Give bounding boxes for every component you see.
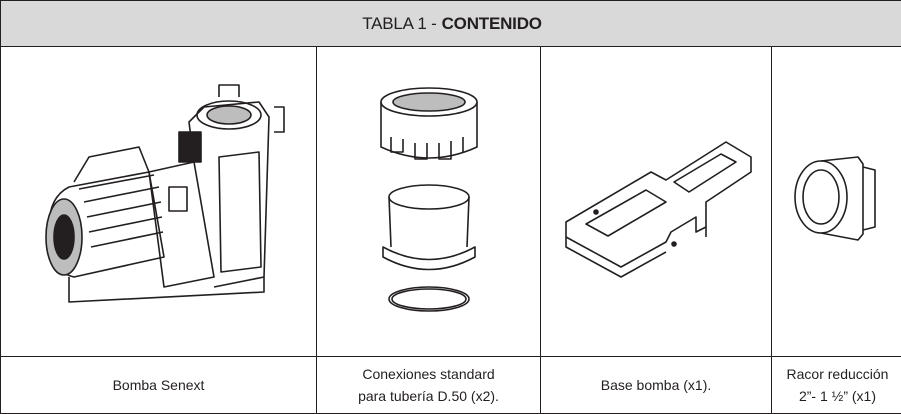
item-label: 2”- 1 ½” (x1) bbox=[798, 388, 876, 404]
connections-illustration bbox=[379, 86, 478, 312]
base-illustration bbox=[565, 140, 752, 278]
item-label: Bomba Senext bbox=[112, 377, 205, 393]
label-cell: Base bomba (x1). bbox=[540, 356, 772, 414]
label-cell: Racor reducción 2”- 1 ½” (x1) bbox=[771, 356, 901, 414]
title-bold: CONTENIDO bbox=[441, 13, 542, 33]
label-row: Bomba Senext Conexiones standard para tub… bbox=[0, 356, 901, 414]
item-label: Racor reducción bbox=[786, 366, 889, 382]
image-cell bbox=[0, 46, 317, 357]
item-label: para tubería D.50 (x2). bbox=[358, 388, 499, 404]
image-cell bbox=[540, 46, 772, 357]
header-cell: TABLA 1 - CONTENIDO bbox=[0, 0, 901, 47]
header-row: TABLA 1 - CONTENIDO bbox=[0, 0, 901, 47]
item-label: Base bomba (x1). bbox=[600, 377, 712, 393]
label-cell: Conexiones standard para tubería D.50 (x2… bbox=[316, 356, 541, 414]
label-cell: Bomba Senext bbox=[0, 356, 317, 414]
image-cell bbox=[771, 46, 901, 357]
reducer-illustration bbox=[793, 155, 876, 241]
pump-illustration bbox=[44, 83, 285, 303]
image-cell bbox=[316, 46, 541, 357]
title-prefix: TABLA 1 - bbox=[362, 13, 437, 33]
item-label: Conexiones standard bbox=[362, 366, 495, 382]
image-row bbox=[0, 46, 901, 357]
